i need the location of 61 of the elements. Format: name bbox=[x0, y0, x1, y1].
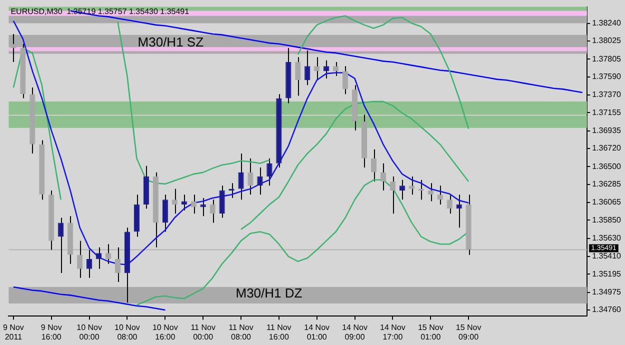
y-tick-label: 1.37370 bbox=[592, 90, 622, 100]
candlestick bbox=[190, 194, 196, 214]
candlestick bbox=[257, 166, 263, 196]
x-tick-label: 15 Nov 09:00 bbox=[456, 322, 482, 342]
candlestick bbox=[428, 182, 434, 202]
candlestick bbox=[162, 194, 168, 232]
x-tick-label: 11 Nov 08:00 bbox=[228, 322, 254, 342]
candlestick bbox=[266, 158, 272, 186]
candlestick bbox=[370, 148, 377, 182]
candlestick bbox=[295, 56, 301, 96]
candlestick bbox=[200, 197, 206, 217]
candlestick bbox=[210, 199, 216, 224]
y-tick-label: 1.35410 bbox=[592, 252, 622, 261]
y-tick-label: 1.36720 bbox=[592, 144, 622, 153]
candlestick bbox=[314, 56, 320, 81]
candlestick bbox=[238, 152, 244, 200]
y-tick-label: 1.36285 bbox=[592, 180, 622, 189]
x-tick-label: 15 Nov 01:00 bbox=[418, 322, 444, 342]
y-tick-label: 1.34975 bbox=[592, 288, 622, 297]
candlestick bbox=[58, 217, 64, 274]
candlestick bbox=[172, 188, 178, 214]
candlestick bbox=[456, 194, 462, 228]
candlestick bbox=[96, 246, 102, 270]
y-tick-label: 1.37155 bbox=[592, 108, 622, 117]
candlestick bbox=[219, 185, 225, 218]
candlestick bbox=[248, 158, 254, 196]
candlestick bbox=[323, 60, 330, 79]
x-tick-label: 9 Nov 16:00 bbox=[40, 322, 62, 342]
x-tick-label: 11 Nov 00:00 bbox=[190, 322, 216, 342]
y-tick-label: 1.36500 bbox=[592, 162, 622, 171]
x-tick-label: 10 Nov 08:00 bbox=[114, 322, 140, 342]
x-tick-label: 14 Nov 09:00 bbox=[342, 322, 368, 342]
candlestick bbox=[304, 50, 310, 86]
x-tick-label: 14 Nov 17:00 bbox=[380, 322, 406, 342]
x-tick-label: 10 Nov 16:00 bbox=[152, 322, 178, 342]
candlestick bbox=[181, 194, 187, 211]
candlestick bbox=[399, 179, 406, 200]
candlestick bbox=[390, 176, 396, 214]
x-tick-label: 14 Nov 01:00 bbox=[304, 322, 330, 342]
y-tick-label: 1.38240 bbox=[592, 18, 622, 28]
band-label: M30/H1 SZ bbox=[138, 34, 204, 50]
y-tick-label: 1.35630 bbox=[592, 234, 622, 243]
candlestick bbox=[342, 66, 348, 95]
y-tick-label: 1.35195 bbox=[592, 269, 622, 278]
candlestick bbox=[332, 62, 339, 77]
candlestick bbox=[408, 176, 415, 196]
candlestick bbox=[228, 182, 234, 198]
y-tick-label: 1.37805 bbox=[592, 54, 622, 64]
band-label: M30/H1 DZ bbox=[236, 285, 302, 300]
y-tick-label: 1.34760 bbox=[592, 305, 622, 314]
y-tick-label: 1.36065 bbox=[592, 198, 622, 207]
x-tick-label: 9 Nov 2011 bbox=[2, 322, 24, 342]
x-tick-label: 11 Nov 16:00 bbox=[266, 322, 292, 342]
y-tick-label: 1.38025 bbox=[592, 36, 622, 46]
y-tick-label: 1.35850 bbox=[592, 215, 622, 224]
candlestick bbox=[86, 249, 92, 278]
y-tick-label: 1.36935 bbox=[592, 126, 622, 136]
x-tick-label: 10 Nov 00:00 bbox=[76, 322, 102, 342]
candlestick bbox=[437, 185, 443, 206]
candlestick bbox=[418, 179, 424, 200]
y-tick-label: 1.37590 bbox=[592, 72, 622, 82]
